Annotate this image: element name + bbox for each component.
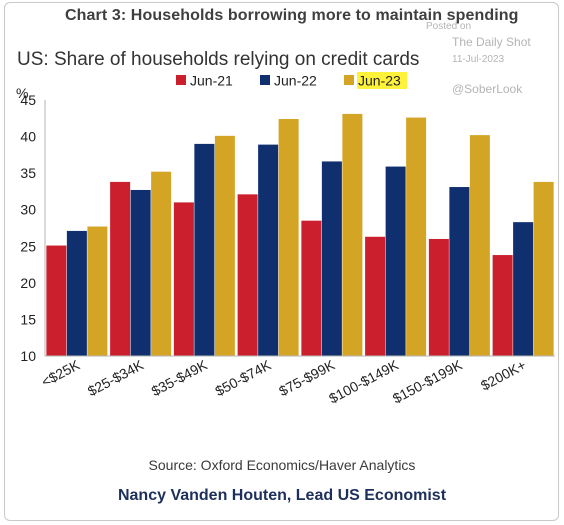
source-note: Source: Oxford Economics/Haver Analytics bbox=[148, 457, 416, 473]
bar-jun-21 bbox=[110, 181, 131, 356]
x-tick-label: <$25K bbox=[39, 356, 83, 390]
bar-jun-22 bbox=[385, 166, 406, 356]
x-tick-label: $25-$34K bbox=[85, 356, 147, 399]
bar-jun-21 bbox=[173, 202, 194, 356]
bar-jun-22 bbox=[513, 222, 534, 356]
legend-swatch-jun-23 bbox=[344, 75, 354, 85]
y-tick-label: 25 bbox=[20, 238, 36, 254]
bar-jun-23 bbox=[533, 181, 554, 356]
y-axis-label: % bbox=[16, 85, 28, 101]
bar-jun-23 bbox=[214, 135, 235, 356]
legend-highlight-marker bbox=[357, 72, 407, 89]
watermark-handle: @SoberLook bbox=[452, 82, 523, 96]
chart-title: US: Share of households relying on credi… bbox=[17, 49, 420, 70]
bar-jun-22 bbox=[258, 144, 279, 356]
x-tick-label: $50-$74K bbox=[212, 356, 274, 399]
bar-jun-22 bbox=[130, 189, 151, 356]
bar-jun-22 bbox=[194, 143, 215, 356]
bar-jun-22 bbox=[66, 230, 87, 356]
watermark-posted-on: Posted on bbox=[426, 21, 472, 32]
bar-jun-23 bbox=[406, 117, 427, 356]
y-tick-label: 40 bbox=[20, 129, 36, 145]
legend-swatch-jun-22 bbox=[260, 75, 270, 85]
y-tick-label: 20 bbox=[20, 275, 36, 291]
x-tick-label: $100-$149K bbox=[326, 356, 401, 406]
bar-jun-22 bbox=[321, 161, 342, 356]
y-tick-label: 15 bbox=[20, 311, 36, 327]
chart-label: Chart 3: Households borrowing more to ma… bbox=[65, 7, 519, 24]
y-tick-label: 30 bbox=[20, 202, 36, 218]
legend-swatch-jun-21 bbox=[176, 75, 186, 85]
bar-jun-23 bbox=[278, 119, 299, 356]
bar-jun-21 bbox=[237, 194, 258, 356]
author-credit: Nancy Vanden Houten, Lead US Economist bbox=[117, 487, 447, 504]
y-tick-label: 10 bbox=[20, 348, 36, 364]
legend-label-jun-21: Jun-21 bbox=[190, 73, 233, 89]
x-tick-label: $200K+ bbox=[478, 357, 528, 394]
bar-jun-21 bbox=[428, 238, 449, 356]
bar-jun-23 bbox=[151, 171, 172, 356]
x-tick-label: $35-$49K bbox=[149, 356, 211, 399]
bar-jun-23 bbox=[87, 226, 108, 356]
watermark-source: The Daily Shot bbox=[452, 35, 531, 49]
x-tick-label: $150-$199K bbox=[390, 356, 465, 406]
bar-jun-21 bbox=[301, 220, 322, 356]
bar-jun-23 bbox=[342, 113, 363, 356]
bar-jun-21 bbox=[365, 236, 386, 356]
bar-jun-22 bbox=[449, 187, 470, 356]
bar-jun-23 bbox=[469, 135, 490, 356]
y-tick-label: 35 bbox=[20, 165, 36, 181]
legend-label-jun-23: Jun-23 bbox=[358, 73, 401, 89]
legend-label-jun-22: Jun-22 bbox=[274, 73, 317, 89]
bar-jun-21 bbox=[492, 255, 513, 356]
watermark-date: 11-Jul-2023 bbox=[452, 54, 505, 65]
bar-jun-21 bbox=[46, 245, 67, 356]
y-tick-label: 45 bbox=[20, 92, 36, 108]
